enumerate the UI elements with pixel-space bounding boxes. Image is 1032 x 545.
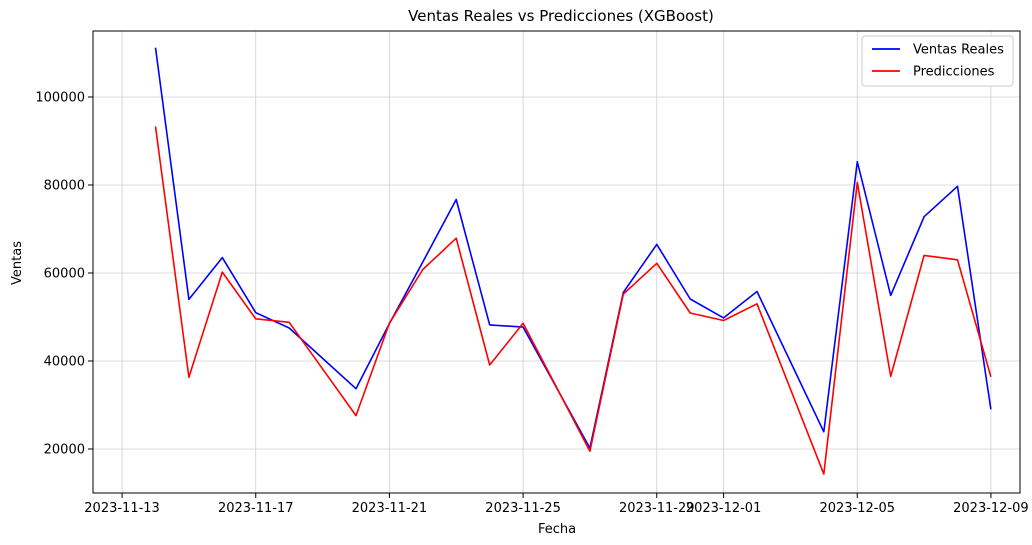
- grid: [93, 31, 1020, 493]
- legend: Ventas Reales Predicciones: [861, 35, 1014, 87]
- y-tick-label: 60000: [44, 267, 85, 282]
- y-axis: 20000 40000 60000 80000 100000: [35, 91, 93, 458]
- x-tick-label: 2023-12-01: [686, 501, 762, 516]
- x-tick-label: 2023-11-21: [352, 501, 428, 516]
- x-tick-label: 2023-11-13: [84, 501, 160, 516]
- plot-frame: [92, 30, 1021, 494]
- x-tick-label: 2023-12-05: [819, 501, 895, 516]
- y-tick-label: 40000: [44, 355, 85, 370]
- y-tick-label: 100000: [35, 91, 85, 106]
- chart-title: Ventas Reales vs Predicciones (XGBoost): [408, 7, 714, 25]
- x-tick-label: 2023-11-25: [485, 501, 561, 516]
- series-line-1: [154, 47, 992, 449]
- x-tick-label: 2023-11-17: [218, 501, 294, 516]
- y-axis-label: Ventas: [10, 241, 25, 285]
- series-line-2: [154, 126, 992, 475]
- legend-label-1: Ventas Reales: [913, 43, 1004, 58]
- x-tick-label: 2023-12-09: [953, 501, 1029, 516]
- x-axis-label: Fecha: [538, 522, 576, 537]
- y-tick-label: 20000: [44, 443, 85, 458]
- legend-label-2: Predicciones: [913, 65, 995, 80]
- x-axis: 2023-11-13 2023-11-17 2023-11-21 2023-11-25…: [84, 493, 1029, 516]
- y-tick-label: 80000: [44, 179, 85, 194]
- x-tick-label: 2023-11-29: [619, 501, 695, 516]
- series-layer: [154, 47, 992, 475]
